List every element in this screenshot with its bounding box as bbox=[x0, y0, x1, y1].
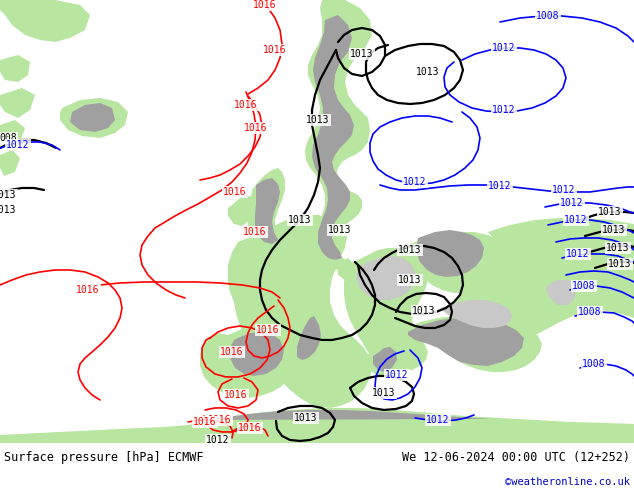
Polygon shape bbox=[344, 248, 428, 372]
Text: 1012: 1012 bbox=[492, 105, 515, 115]
Polygon shape bbox=[316, 328, 330, 350]
Text: ©weatheronline.co.uk: ©weatheronline.co.uk bbox=[505, 477, 630, 487]
Polygon shape bbox=[0, 0, 90, 42]
Polygon shape bbox=[297, 316, 321, 360]
Text: 1013: 1013 bbox=[398, 245, 422, 255]
Polygon shape bbox=[416, 230, 484, 277]
Text: 008: 008 bbox=[0, 133, 17, 143]
Polygon shape bbox=[408, 318, 524, 366]
Text: 1008: 1008 bbox=[578, 307, 602, 317]
Polygon shape bbox=[0, 120, 25, 148]
Text: We 12-06-2024 00:00 UTC (12+252): We 12-06-2024 00:00 UTC (12+252) bbox=[402, 451, 630, 465]
Text: 1008: 1008 bbox=[573, 281, 596, 291]
Text: 1013: 1013 bbox=[598, 207, 622, 217]
Text: 1012: 1012 bbox=[426, 415, 450, 425]
Text: 1013: 1013 bbox=[372, 388, 396, 398]
Polygon shape bbox=[305, 0, 372, 270]
Text: 1013: 1013 bbox=[0, 205, 16, 215]
Text: 1012: 1012 bbox=[206, 435, 230, 445]
Polygon shape bbox=[366, 338, 402, 376]
Text: 1012: 1012 bbox=[566, 249, 590, 259]
Polygon shape bbox=[312, 15, 354, 260]
Text: 1016: 1016 bbox=[243, 227, 267, 237]
Text: 1013: 1013 bbox=[0, 190, 16, 200]
Polygon shape bbox=[400, 232, 505, 293]
Text: 1016: 1016 bbox=[224, 390, 248, 400]
Polygon shape bbox=[200, 410, 490, 420]
Text: 1012: 1012 bbox=[560, 198, 584, 208]
Text: 1016: 1016 bbox=[76, 285, 100, 295]
Text: 1016: 1016 bbox=[238, 423, 262, 433]
Text: 1013: 1013 bbox=[417, 67, 440, 77]
Text: 1013: 1013 bbox=[306, 115, 330, 125]
Polygon shape bbox=[255, 178, 280, 244]
Text: 1008: 1008 bbox=[536, 11, 560, 21]
Polygon shape bbox=[248, 168, 285, 252]
Text: 1012: 1012 bbox=[564, 215, 588, 225]
Text: 1016: 1016 bbox=[244, 123, 268, 133]
Polygon shape bbox=[0, 88, 35, 118]
Polygon shape bbox=[228, 196, 256, 226]
Polygon shape bbox=[337, 258, 354, 280]
Text: 1012: 1012 bbox=[6, 140, 30, 150]
Text: 1013: 1013 bbox=[608, 259, 631, 269]
Text: 1016: 1016 bbox=[208, 415, 232, 425]
Text: 1012: 1012 bbox=[385, 370, 409, 380]
Text: 1013: 1013 bbox=[602, 225, 626, 235]
Text: 1012: 1012 bbox=[488, 181, 512, 191]
Text: 1012: 1012 bbox=[403, 177, 427, 187]
Text: 1008: 1008 bbox=[582, 359, 605, 369]
Text: 1016: 1016 bbox=[263, 45, 287, 55]
Polygon shape bbox=[0, 408, 634, 443]
Text: 1013: 1013 bbox=[350, 49, 374, 59]
Text: 1016: 1016 bbox=[253, 0, 277, 10]
Polygon shape bbox=[600, 284, 634, 318]
Polygon shape bbox=[70, 103, 115, 132]
Text: 1016: 1016 bbox=[256, 325, 280, 335]
Polygon shape bbox=[0, 150, 20, 176]
Polygon shape bbox=[230, 332, 284, 376]
Text: 1016: 1016 bbox=[234, 100, 258, 110]
Polygon shape bbox=[373, 347, 397, 372]
Polygon shape bbox=[290, 310, 324, 368]
Polygon shape bbox=[546, 280, 576, 305]
Text: 1013: 1013 bbox=[606, 243, 630, 253]
Text: 1012: 1012 bbox=[552, 185, 576, 195]
Polygon shape bbox=[404, 316, 542, 372]
Polygon shape bbox=[228, 215, 372, 408]
Text: Surface pressure [hPa] ECMWF: Surface pressure [hPa] ECMWF bbox=[4, 451, 204, 465]
Text: 1016: 1016 bbox=[220, 347, 243, 357]
Polygon shape bbox=[356, 256, 416, 300]
Polygon shape bbox=[450, 218, 634, 362]
Polygon shape bbox=[200, 325, 297, 398]
Text: 1013: 1013 bbox=[412, 306, 436, 316]
Text: 1013: 1013 bbox=[328, 225, 352, 235]
Polygon shape bbox=[228, 215, 328, 338]
Text: 1016: 1016 bbox=[223, 187, 247, 197]
Text: 1013: 1013 bbox=[398, 275, 422, 285]
Polygon shape bbox=[0, 55, 30, 82]
Text: 1013: 1013 bbox=[288, 215, 312, 225]
Text: 1016: 1016 bbox=[193, 417, 217, 427]
Polygon shape bbox=[440, 300, 512, 328]
Text: 1013: 1013 bbox=[294, 413, 318, 423]
Polygon shape bbox=[60, 98, 128, 138]
Text: 1012: 1012 bbox=[492, 43, 515, 53]
